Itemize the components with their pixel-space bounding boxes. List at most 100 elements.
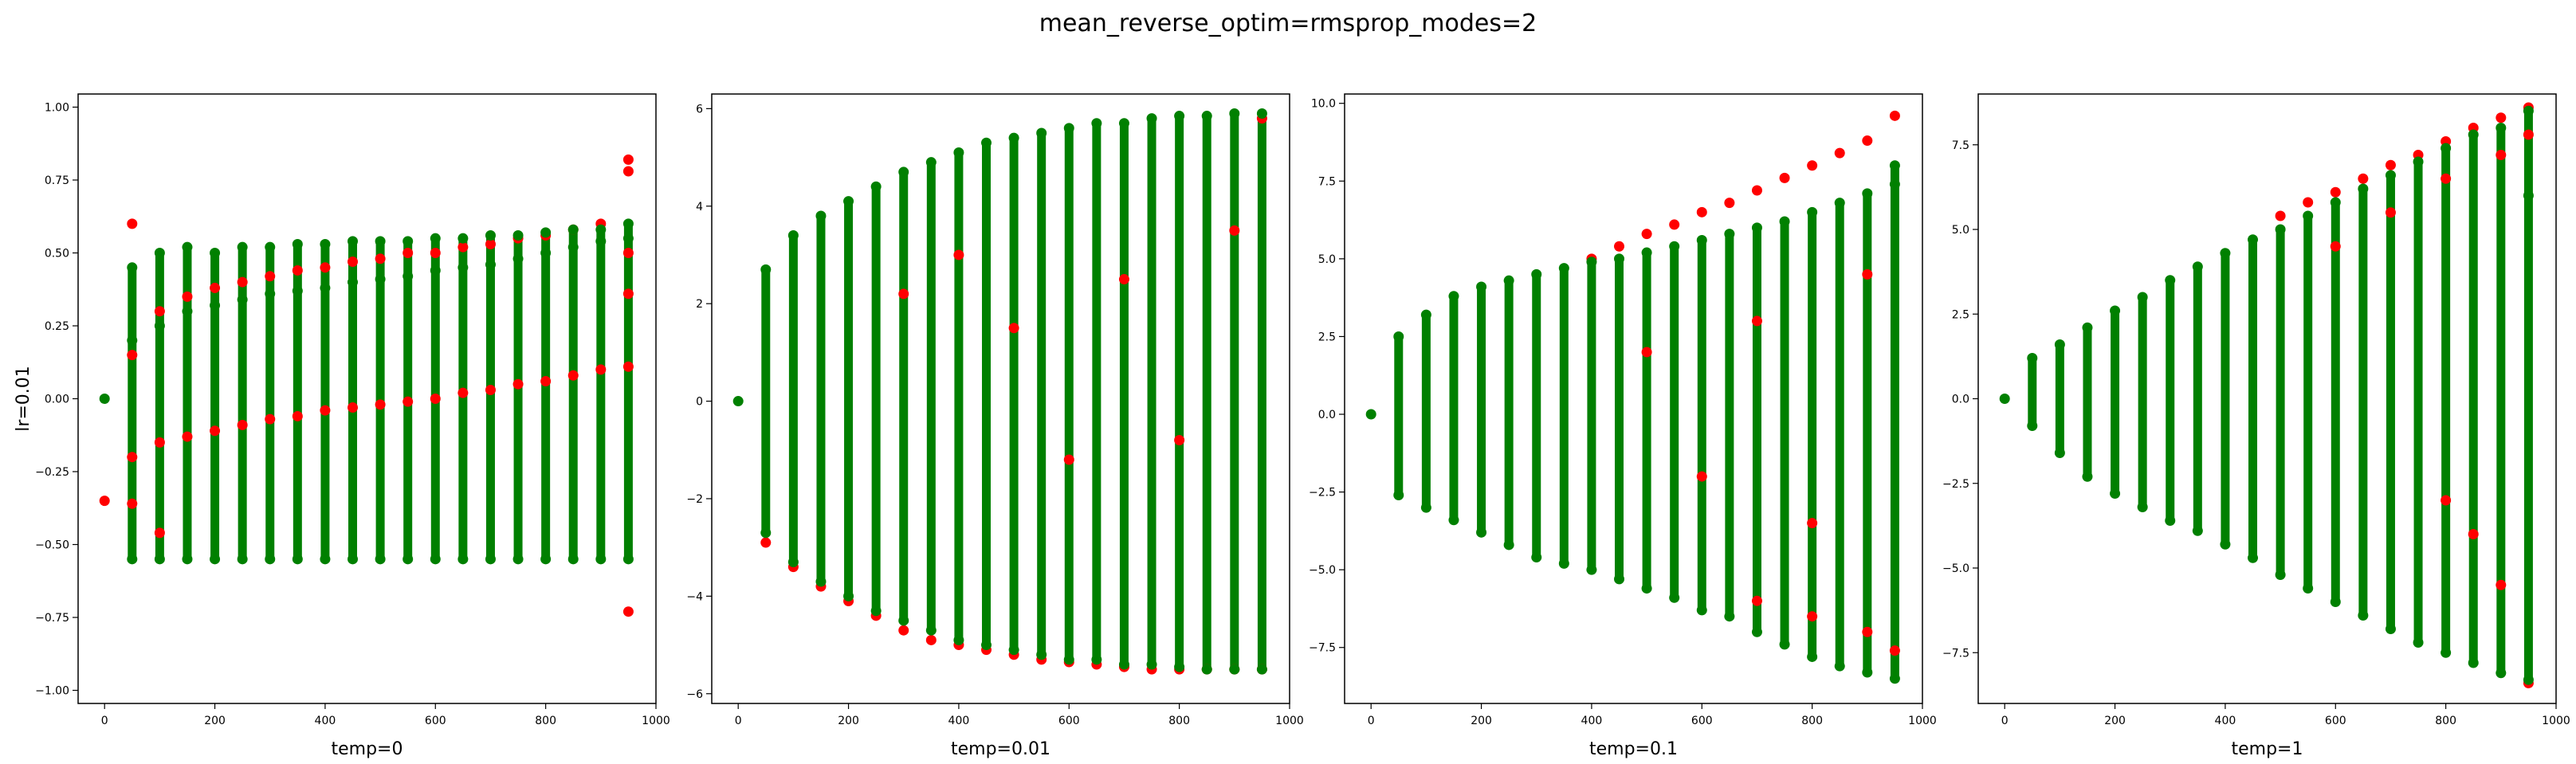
scatter-point [1201, 664, 1212, 675]
series-stripe-950 [2523, 111, 2533, 680]
scatter-point [953, 634, 964, 645]
scatter-point [898, 615, 909, 626]
scatter-point [1696, 234, 1707, 245]
series-stripe-750 [2413, 162, 2423, 643]
y-tick-label: 5.0 [1318, 253, 1336, 266]
series-stripe-400 [320, 244, 330, 559]
series-stripe-750 [1780, 221, 1789, 645]
scatter-point [1118, 118, 1129, 129]
scatter-point [567, 370, 579, 381]
x-axis-label: temp=1 [2232, 739, 2303, 759]
scatter-point [2027, 353, 2038, 363]
series-stripe-200 [2111, 311, 2120, 494]
series-stripe-800 [541, 232, 551, 559]
scatter-point [622, 247, 634, 258]
scatter-point [1614, 253, 1625, 264]
scatter-point [1862, 188, 1873, 199]
chart-panel-2: 0 200 400 600 800 1000 −6 −4 −2 0 2 4 6 temp=0.01 [686, 93, 1304, 759]
series-stripe-850 [1202, 116, 1211, 670]
y-tick-label: 1.00 [45, 101, 69, 114]
scatter-point [237, 554, 248, 565]
scatter-point [2137, 292, 2148, 303]
series-stripe-800 [2441, 148, 2451, 653]
x-tick-label: 1000 [1275, 715, 1304, 727]
scatter-point [2110, 305, 2121, 316]
scatter-point [2496, 123, 2507, 133]
scatter-point [154, 437, 165, 448]
scatter-point [1834, 660, 1845, 672]
scatter-point [1696, 206, 1707, 217]
scatter-point [2523, 674, 2534, 685]
series-stripe-450 [1615, 258, 1624, 579]
scatter-point [99, 496, 110, 507]
y-tick-label: −1.00 [35, 685, 69, 698]
scatter-point [457, 241, 469, 253]
x-tick-label: 200 [838, 715, 859, 727]
scatter-point [1118, 274, 1129, 285]
scatter-point [2054, 339, 2065, 350]
series-stripe-600 [1697, 240, 1706, 610]
scatter-point [1669, 241, 1680, 252]
x-tick-label: 800 [1168, 715, 1190, 727]
scatter-point [1420, 502, 1431, 513]
scatter-point [430, 394, 441, 404]
scatter-point [99, 394, 110, 404]
scatter-point [457, 233, 469, 244]
scatter-point [512, 378, 524, 390]
x-tick-label: 400 [948, 715, 970, 727]
scatter-point [1036, 127, 1047, 139]
scatter-point [2330, 597, 2341, 607]
y-tick-label: −7.5 [1942, 647, 1969, 660]
scatter-point [430, 264, 441, 276]
scatter-point [1063, 123, 1074, 134]
series-stripe-350 [2193, 266, 2202, 531]
series-stripe-150 [183, 247, 192, 559]
x-tick-label: 400 [315, 715, 336, 727]
scatter-point [1889, 645, 1900, 656]
scatter-point [1146, 659, 1157, 670]
x-tick-label: 1000 [1908, 715, 1937, 727]
series-stripe-750 [1147, 118, 1156, 665]
scatter-point [2165, 515, 2176, 526]
scatter-point [430, 554, 441, 565]
scatter-point [348, 402, 359, 413]
scatter-point [210, 554, 221, 565]
scatter-point [210, 425, 221, 437]
scatter-point [925, 157, 937, 168]
scatter-point [2165, 275, 2176, 286]
scatter-point [595, 554, 607, 565]
x-tick-label: 0 [2001, 715, 2009, 727]
scatter-point [1476, 527, 1487, 538]
scatter-point [1807, 160, 1818, 171]
scatter-point [2054, 448, 2065, 458]
y-axis-label: lr=0.01 [14, 366, 33, 432]
scatter-point [622, 361, 634, 372]
series-stripe-850 [2468, 135, 2478, 663]
scatter-point [320, 405, 331, 416]
scatter-point [265, 271, 276, 282]
x-axis-label: temp=0.1 [1589, 739, 1678, 759]
scatter-point [1146, 113, 1157, 124]
y-tick-label: 0.50 [45, 247, 69, 260]
scatter-point [1696, 605, 1707, 616]
scatter-point [292, 410, 303, 421]
scatter-point [981, 137, 992, 148]
scatter-point [154, 306, 165, 317]
scatter-point [485, 259, 496, 270]
scatter-point [760, 527, 772, 539]
scatter-point [1091, 654, 1102, 665]
scatter-point [1862, 626, 1873, 637]
y-tick-label: 0.0 [1952, 394, 1969, 406]
scatter-point [870, 181, 882, 192]
series-stripe-950 [1890, 165, 1899, 679]
y-tick-label: −2.5 [1309, 487, 1336, 500]
series-stripe-350 [1559, 268, 1569, 564]
scatter-point [2496, 668, 2507, 679]
chart-panel-3: 0 200 400 600 800 1000 −7.5 −5.0 −2.5 0.0 2.5 5.0 7.… [1309, 93, 1937, 759]
y-tick-label: −0.50 [35, 539, 69, 552]
scatter-point [237, 294, 248, 305]
scatter-point [2413, 637, 2424, 648]
scatter-point [1365, 409, 1376, 420]
series-stripe-850 [568, 229, 578, 559]
series-stripe-150 [1449, 296, 1459, 520]
